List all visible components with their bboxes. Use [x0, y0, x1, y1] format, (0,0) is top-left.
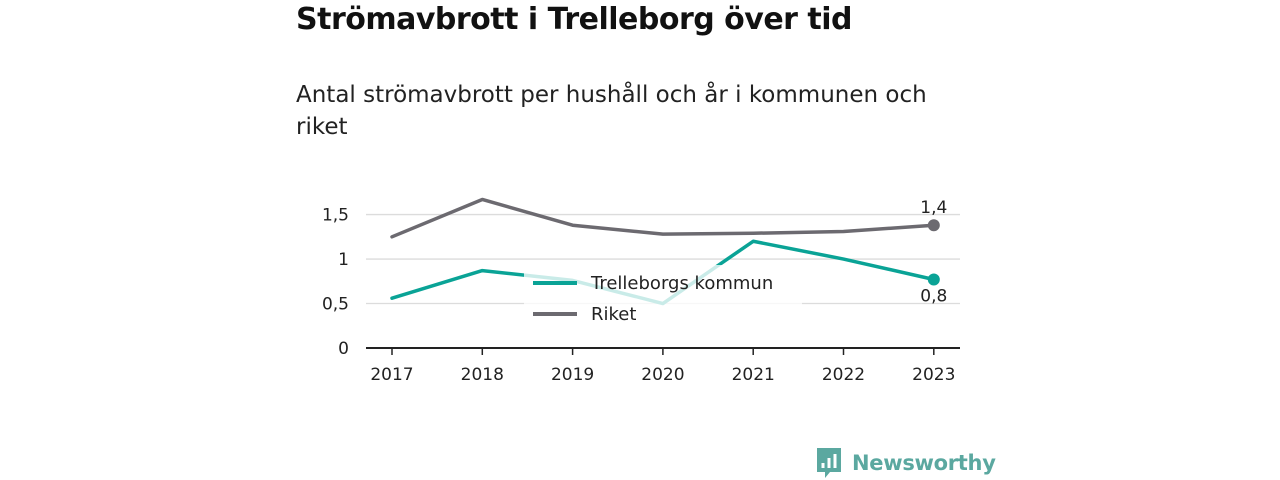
x-tick-label: 2022 [822, 365, 865, 385]
chart-subtitle: Antal strömavbrott per hushåll och år i … [296, 82, 927, 140]
x-tick-label: 2020 [641, 365, 684, 385]
y-tick-label: 0 [338, 339, 349, 359]
legend-label: Riket [591, 304, 636, 325]
legend-background [524, 265, 802, 332]
y-axis-ticks: 0 0,5 1 1,5 [322, 206, 349, 359]
data-label-riket: 1,4 [920, 198, 947, 218]
x-tick-label: 2019 [551, 365, 594, 385]
data-point [927, 273, 940, 286]
data-label-trelleborgs-kommun: 0,8 [920, 287, 947, 307]
legend-label: Trelleborgs kommun [590, 273, 773, 294]
line-chart: 0 0,5 1 1,5 2017 2018 2019 2020 2021 2022 2023 Tr… [322, 197, 960, 385]
x-axis: 2017 2018 2019 2020 2021 2022 2023 [366, 347, 960, 385]
y-tick-label: 1,5 [322, 206, 349, 226]
y-tick-label: 1 [338, 250, 349, 270]
y-tick-label: 0,5 [322, 295, 349, 315]
brand-name: Newsworthy [852, 451, 996, 475]
series-line-riket [390, 197, 936, 239]
x-tick-label: 2018 [461, 365, 504, 385]
x-tick-label: 2021 [732, 365, 775, 385]
legend: Trelleborgs kommun Riket [524, 265, 802, 332]
brand-logo: Newsworthy [815, 446, 996, 480]
x-tick-label: 2017 [370, 365, 413, 385]
x-tick-label: 2023 [912, 365, 955, 385]
end-labels: 1,4 0,8 [920, 198, 947, 306]
chart-title: Strömavbrott i Trelleborg över tid [296, 2, 853, 37]
data-point [927, 219, 940, 232]
newsworthy-logo-icon [817, 448, 841, 478]
